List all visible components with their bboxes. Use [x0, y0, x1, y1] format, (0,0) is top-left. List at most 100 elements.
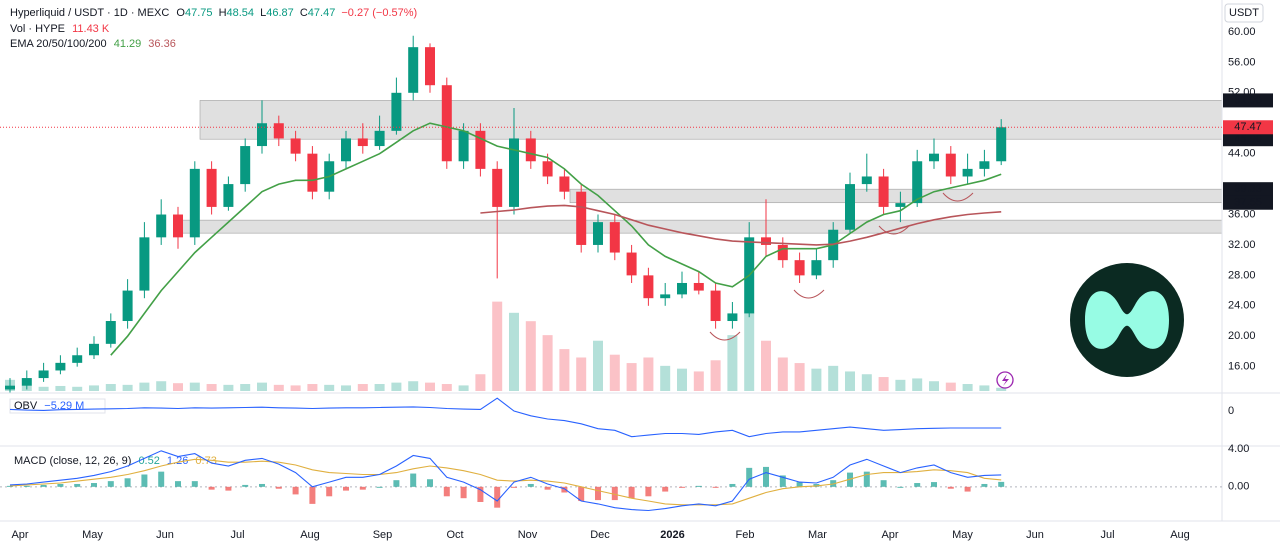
zone-price-label: 45.90 — [1234, 133, 1262, 145]
macd-histogram-bar — [746, 467, 753, 487]
volume-bar — [441, 384, 452, 391]
ohlc-value: 46.87 — [266, 7, 294, 19]
candle-body — [89, 343, 99, 356]
volume-bar — [273, 384, 284, 391]
candle-body — [609, 222, 620, 253]
volume-bar — [458, 385, 469, 391]
candle-body — [996, 127, 1007, 162]
last-price-label-box — [1223, 120, 1273, 135]
volume-bar — [324, 384, 335, 391]
ohlc-value: 47.47 — [308, 7, 336, 19]
macd-histogram-bar — [729, 483, 736, 487]
candle-body — [929, 153, 939, 162]
volume-bar — [777, 357, 788, 391]
macd-histogram-bar — [91, 483, 97, 487]
candle-body — [761, 237, 771, 245]
resistance-zone — [179, 219, 1223, 234]
candle-body — [660, 294, 671, 299]
x-tick-label: Apr — [881, 529, 898, 541]
volume-bar — [206, 384, 217, 391]
macd-histogram-bar — [175, 481, 181, 487]
volume-bar — [912, 378, 923, 391]
volume-bar — [72, 386, 83, 391]
candle-body — [391, 92, 402, 131]
macd-histogram-bar — [443, 486, 450, 497]
volume-bar — [341, 385, 351, 391]
candle-body — [912, 161, 923, 204]
last-price-label: 47.47 — [1234, 121, 1262, 133]
legend-symbol-row: Hyperliquid / USDT · 1D · MEXC O47.75 H4… — [10, 7, 417, 19]
macd-histogram-bar — [359, 486, 366, 490]
macd-histogram-bar — [662, 486, 669, 492]
macd-tick-label: 4.00 — [1228, 443, 1249, 455]
macd-histogram-bar — [511, 486, 517, 488]
logo-mark — [1085, 291, 1169, 349]
candle-body — [105, 321, 116, 344]
volume-bar — [710, 360, 721, 391]
candle-body — [979, 161, 990, 169]
macd-histogram-bar — [74, 483, 81, 487]
y-tick-label: 32.00 — [1228, 239, 1256, 251]
zone-price-label-box — [1223, 132, 1273, 147]
price-pane — [5, 35, 1007, 394]
volume-bar — [828, 365, 839, 391]
candle-body — [458, 130, 469, 162]
resistance-zone — [199, 100, 1223, 140]
y-tick-label: 20.00 — [1228, 330, 1256, 342]
candle-body — [845, 184, 855, 230]
zone-price-label-box — [1223, 93, 1273, 108]
zone-price-label: 51.00 — [1234, 94, 1262, 106]
x-tick-label: Jul — [230, 529, 244, 541]
volume-bar — [744, 312, 755, 391]
macd-histogram-bar — [611, 486, 618, 501]
y-tick-label: 60.00 — [1228, 26, 1256, 38]
volume-bar — [509, 312, 519, 391]
macd-histogram-bar — [460, 486, 467, 499]
candle-body — [962, 168, 973, 177]
alert-icon-bolt — [1002, 374, 1009, 386]
macd-histogram-bar — [695, 485, 702, 487]
macd-histogram-bar — [191, 481, 198, 487]
volume-bar — [357, 384, 368, 391]
currency-label: USDT — [1229, 7, 1259, 19]
x-tick-label: Aug — [300, 529, 320, 541]
volume-bar — [593, 340, 603, 391]
change: −0.27 (−0.57%) — [341, 7, 417, 19]
x-tick-label: 2026 — [660, 529, 684, 541]
ohlc-letter: H — [219, 7, 227, 19]
volume-bar — [677, 368, 687, 391]
volume — [5, 301, 1007, 391]
support-arc — [793, 289, 825, 299]
candle-body — [374, 130, 385, 147]
candle-body — [643, 275, 654, 299]
volume-bar — [761, 340, 771, 391]
macd-histogram-bar — [275, 486, 282, 489]
macd-histogram-bar — [343, 486, 349, 491]
currency-button[interactable] — [1224, 3, 1264, 23]
volume-bar — [425, 382, 435, 391]
candle-body — [677, 282, 687, 295]
candle-body — [408, 47, 419, 93]
obv-tick-label: 0 — [1228, 405, 1234, 417]
x-tick-label: Apr — [11, 529, 28, 541]
macd-histogram-bar — [225, 486, 232, 491]
volume-bar — [609, 354, 620, 391]
candle-body — [55, 362, 66, 371]
support-arc — [709, 331, 741, 341]
volume-bar — [223, 384, 234, 391]
x-tick-label: May — [82, 529, 103, 541]
candle-body — [273, 123, 284, 139]
ohlc-letter: O — [176, 7, 185, 19]
volume-bar — [307, 384, 318, 391]
volume-bar — [189, 382, 200, 391]
volume-bar — [492, 301, 503, 391]
x-tick-label: Sep — [373, 529, 393, 541]
macd-histogram-bar — [947, 486, 954, 489]
volume-bar — [727, 335, 738, 391]
obv-line — [9, 397, 1002, 438]
zone-price-label: 39.33 — [1234, 183, 1262, 195]
macd-histogram-bar — [57, 483, 64, 487]
ema-line — [110, 122, 1002, 356]
volume-bar — [643, 357, 654, 391]
volume-bar — [55, 385, 66, 391]
